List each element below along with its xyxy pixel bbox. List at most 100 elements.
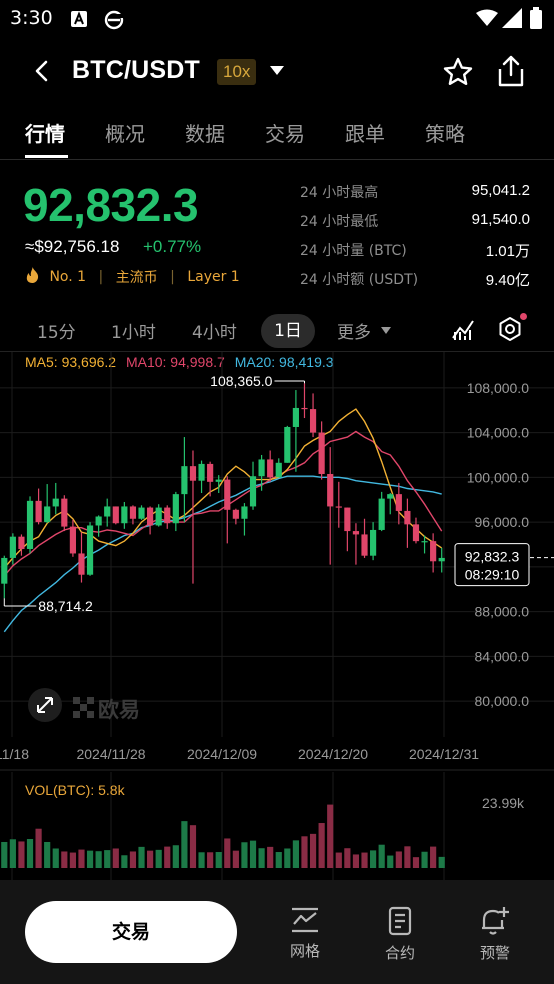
tab-data[interactable]: 数据 (185, 122, 225, 146)
volume-max-label: 23.99k (482, 795, 525, 811)
tab-trade[interactable]: 交易 (265, 122, 305, 146)
ma10-label: MA10: 94,998.7 (125, 354, 225, 370)
x-tick-label: 2024/12/09 (187, 746, 257, 762)
ma20-label: MA20: 98,419.3 (234, 354, 334, 370)
candle-body (52, 498, 59, 507)
candle-body (412, 524, 420, 542)
bell-plus-icon (482, 907, 509, 935)
kline-chart[interactable]: 108,000.0104,000.0100,000.096,000.092,00… (0, 352, 554, 880)
stat-label: 24 小时量 (BTC) (300, 243, 407, 259)
low-label: 88,714.2 (38, 598, 93, 614)
active-tab-indicator (25, 155, 68, 158)
leverage-badge[interactable]: 10x (217, 59, 257, 85)
stat-value: 95,041.2 (471, 182, 530, 199)
alert-nav-button[interactable]: 预警 (460, 906, 530, 963)
trade-button[interactable]: 交易 (25, 901, 237, 963)
volume-bar (301, 836, 308, 868)
candle-body (1, 557, 8, 584)
candle-body (147, 507, 154, 526)
layer-tag[interactable]: Layer 1 (187, 269, 240, 285)
indicator-icon[interactable] (451, 318, 475, 346)
volume-bar (249, 840, 257, 868)
candle-body (121, 506, 128, 524)
candle-body (207, 463, 214, 482)
coin-tags: No. 1 | 主流币 | Layer 1 (26, 267, 240, 287)
candle-body (198, 463, 205, 481)
volume-bar (387, 855, 394, 868)
volume-bar (52, 848, 59, 868)
contract-label: 合约 (384, 944, 415, 962)
candle-body (78, 553, 85, 575)
wifi-icon (476, 9, 498, 31)
interval-1d[interactable]: 1日 (261, 314, 315, 348)
candle-body (284, 426, 291, 463)
volume-bar (335, 852, 342, 868)
volume-bar (395, 851, 402, 868)
candle-body (18, 536, 25, 549)
volume-bar (267, 846, 274, 868)
alert-label: 预警 (479, 944, 510, 962)
candle-body (129, 506, 137, 519)
interval-bar: 15分 1小时 4小时 1日 更多 (0, 312, 554, 348)
candle-body (35, 500, 42, 523)
tab-market[interactable]: 行情 (25, 122, 65, 146)
volume-bar (215, 852, 222, 868)
back-icon[interactable] (30, 58, 56, 84)
volume-bar (421, 851, 428, 868)
ma10-line (3, 430, 443, 577)
candle-body (438, 557, 445, 562)
share-icon[interactable] (496, 54, 526, 92)
tab-copy-trading[interactable]: 跟单 (345, 122, 385, 146)
candle-body (232, 509, 239, 519)
favorite-star-icon[interactable] (442, 56, 474, 92)
status-time: 3:30 (10, 7, 53, 29)
candle-body (241, 506, 248, 519)
tab-overview[interactable]: 概况 (105, 122, 145, 146)
watermark: 欧易 (28, 688, 140, 722)
stat-value: 9.40亿 (485, 272, 530, 289)
ma-legend: MA5: 93,696.2 MA10: 94,998.7 MA20: 98,41… (25, 354, 340, 370)
interval-4h[interactable]: 4小时 (192, 323, 237, 343)
contract-nav-button[interactable]: 合约 (365, 906, 435, 963)
pair-title[interactable]: BTC/USDT (72, 56, 200, 84)
y-tick-label: 96,000.0 (475, 514, 530, 530)
stats-panel: 24 小时最高 95,041.2 24 小时最低 91,540.0 24 小时量… (300, 182, 530, 298)
category-tag[interactable]: 主流币 (115, 270, 158, 286)
volume-bar (1, 841, 8, 868)
candle-body (249, 476, 257, 507)
interval-more[interactable]: 更多 (337, 323, 371, 343)
candle-body (138, 507, 145, 519)
volume-bar (78, 849, 85, 868)
y-tick-label: 84,000.0 (475, 648, 530, 664)
ma5-line (3, 408, 443, 569)
candle-body (9, 536, 16, 558)
candle-body (112, 506, 119, 524)
volume-bar (138, 846, 145, 868)
volume-bar (172, 845, 179, 868)
current-price-label: 92,832.3 (465, 549, 520, 565)
interval-1h[interactable]: 1小时 (111, 323, 156, 343)
pair-dropdown-icon[interactable] (270, 66, 284, 75)
price-change: +0.77% (143, 237, 202, 256)
volume-bar (412, 857, 420, 868)
candle-body (26, 500, 34, 549)
more-caret-icon (381, 327, 391, 334)
settings-gear-icon[interactable] (497, 316, 523, 346)
interval-15m[interactable]: 15分 (37, 323, 76, 343)
volume-bar (18, 841, 25, 868)
grid-nav-button[interactable]: 网格 (270, 906, 340, 961)
volume-bar (370, 850, 377, 868)
stat-value: 91,540.0 (471, 211, 530, 228)
volume-bar (275, 852, 282, 868)
candle-body (189, 466, 197, 481)
contract-icon (388, 906, 412, 936)
ma20-line (3, 475, 442, 633)
tab-strategy[interactable]: 策略 (425, 122, 465, 146)
expand-icon[interactable] (37, 697, 53, 713)
candle-body (404, 510, 411, 525)
status-bar: 3:30 (0, 0, 554, 38)
last-price: 92,832.3 (23, 179, 199, 231)
rank-tag[interactable]: No. 1 (49, 269, 87, 285)
volume-bar (207, 852, 214, 868)
stat-label: 24 小时额 (USDT) (300, 272, 419, 288)
